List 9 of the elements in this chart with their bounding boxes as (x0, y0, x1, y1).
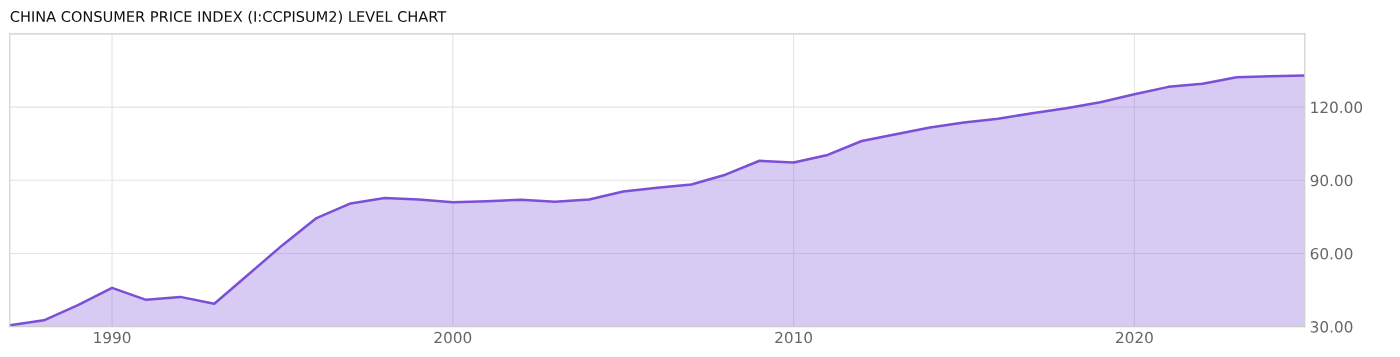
y-tick-label: 30.00 (1310, 321, 1353, 333)
y-tick-label: 90.00 (1310, 174, 1353, 187)
x-tick-label: 2020 (1116, 331, 1153, 344)
y-tick-label: 60.00 (1310, 247, 1353, 260)
chart-title: CHINA CONSUMER PRICE INDEX (I:CCPISUM2) LEVEL CHART (10, 10, 447, 24)
x-tick-label: 2000 (434, 331, 472, 344)
x-tick-label: 1990 (94, 331, 131, 344)
x-tick-label: 2010 (775, 331, 813, 344)
y-tick-label: 120.00 (1311, 101, 1363, 114)
